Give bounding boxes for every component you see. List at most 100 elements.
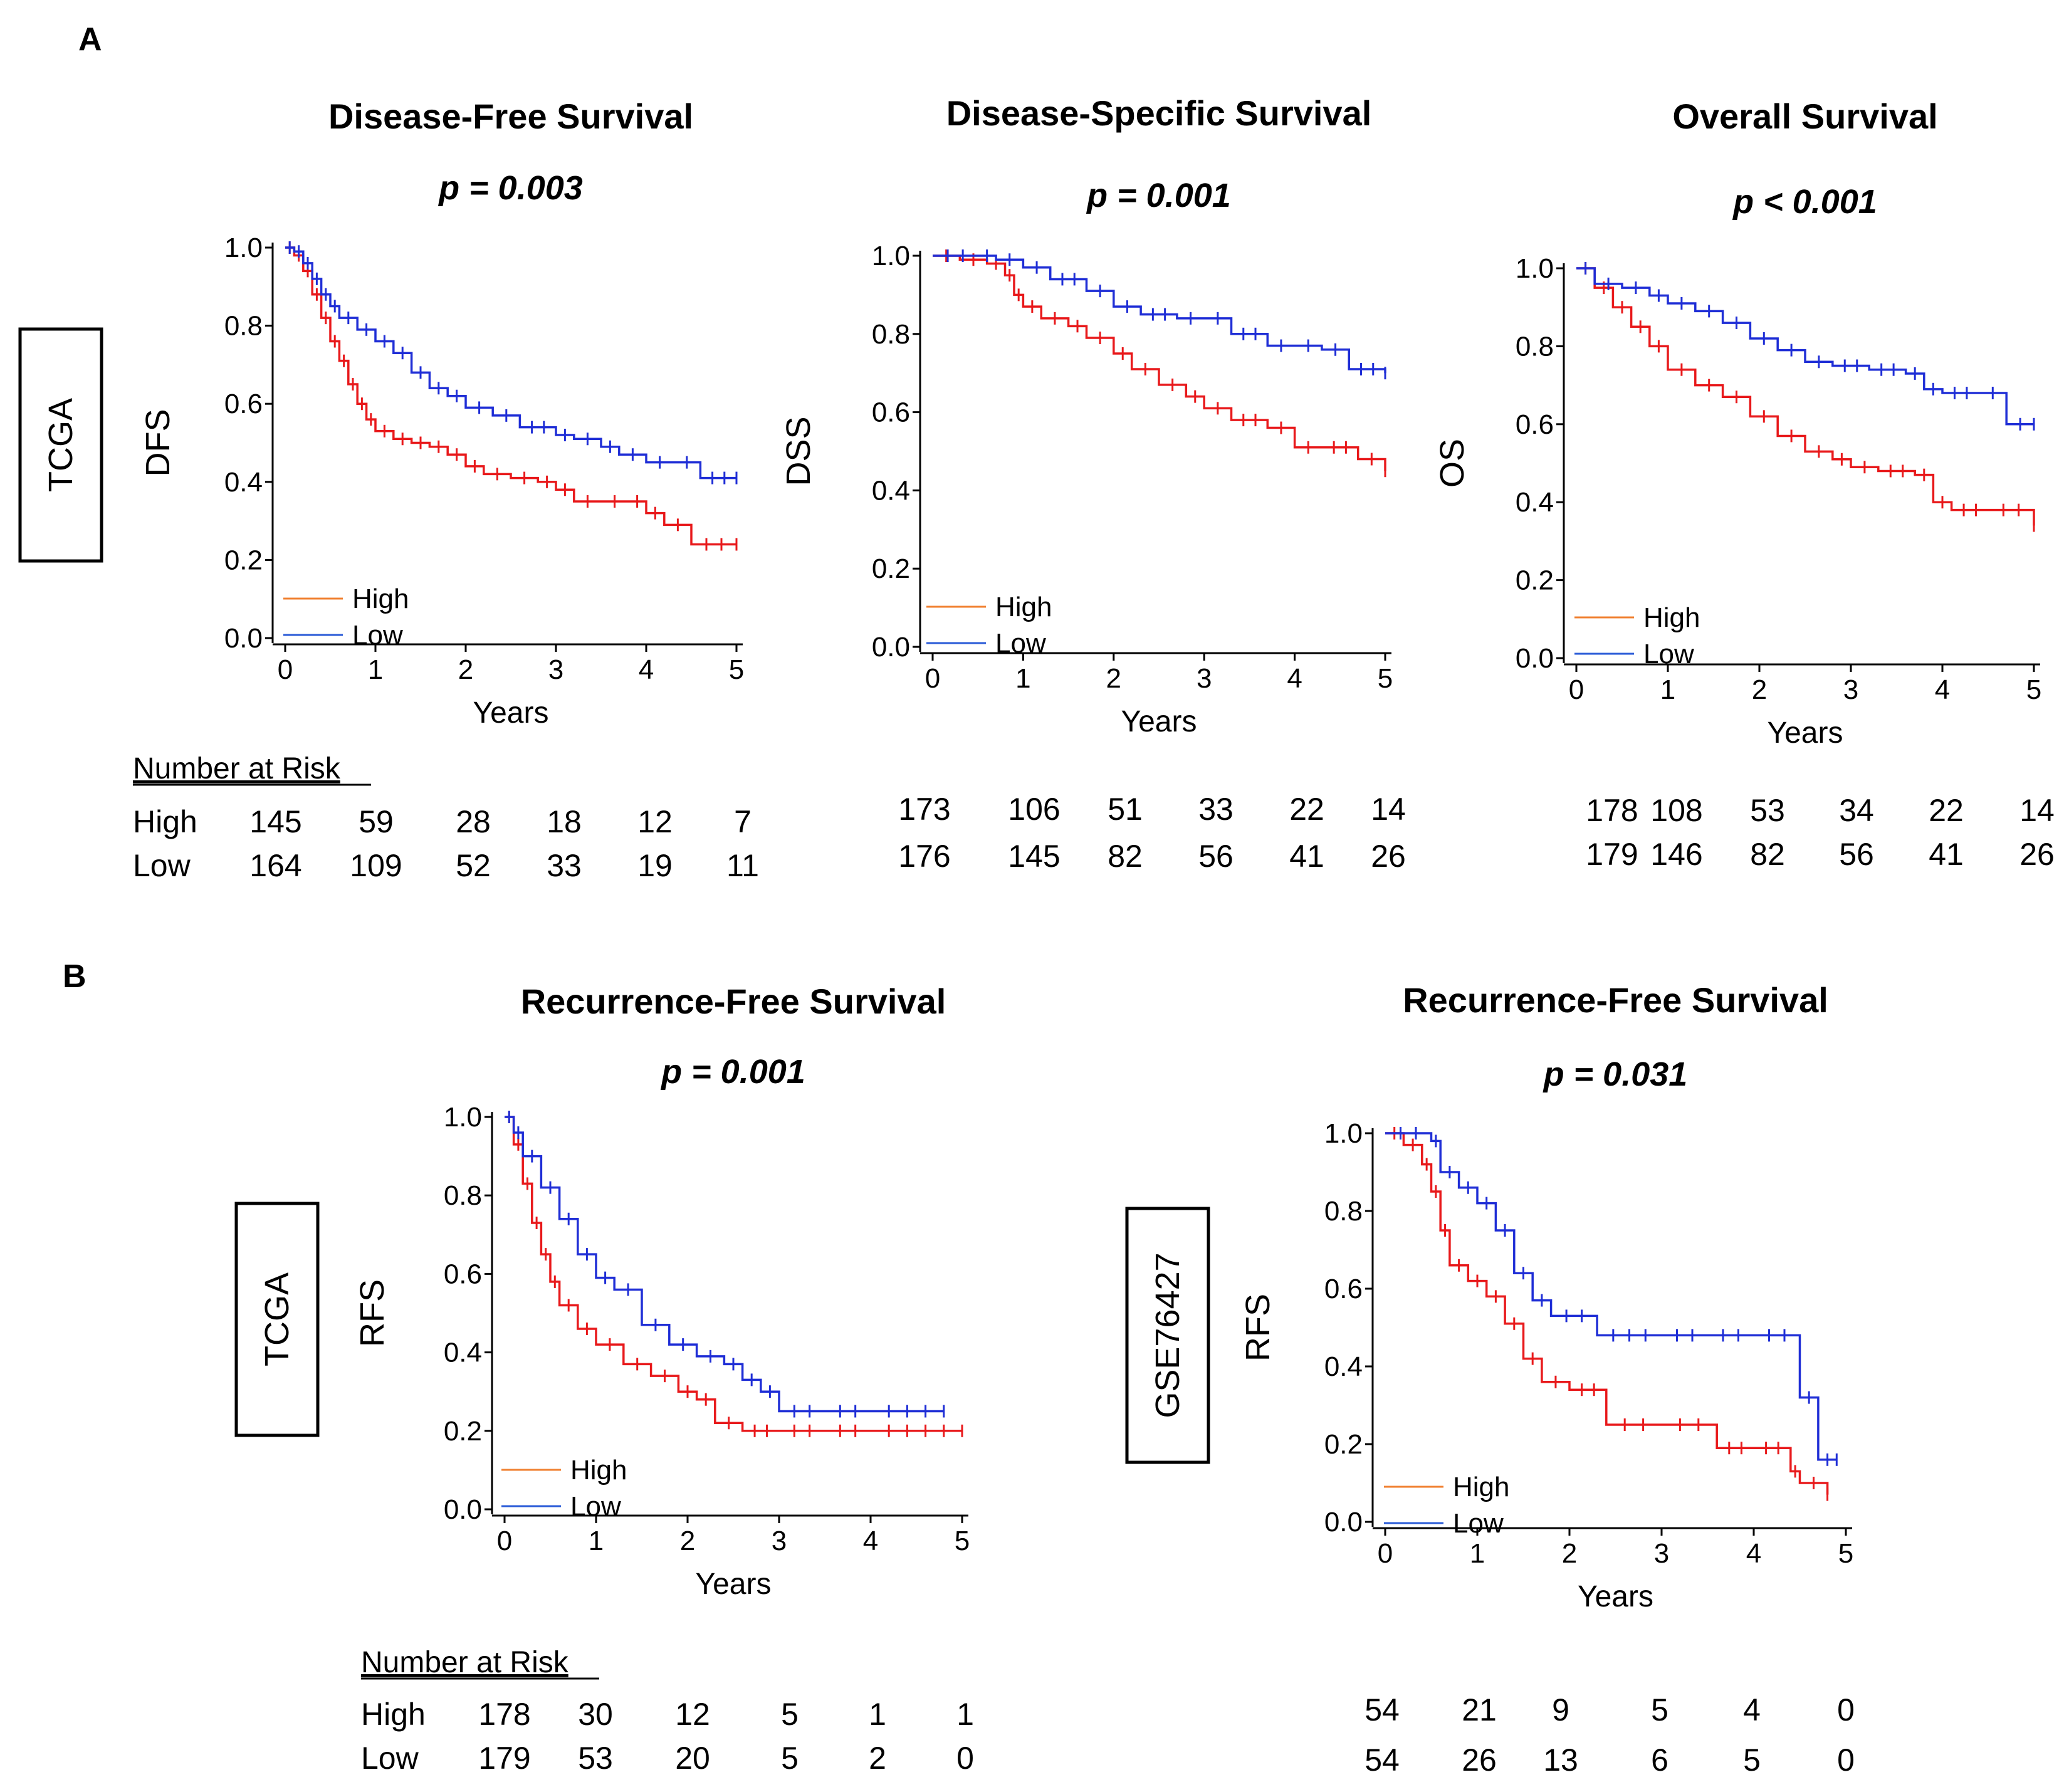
y-tick-label: 0.0 [1324,1507,1363,1538]
km-curve-low [1576,267,2034,426]
risk-cell: 5 [1743,1742,1761,1778]
x-tick-label: 1 [1660,674,1675,705]
chart-title: Overall Survival [1672,97,1937,136]
x-tick-label: 0 [1378,1538,1393,1569]
risk-table: 173 106 51 33 22 14 176 145 82 56 41 26 [898,792,1406,874]
risk-cell: 18 [547,804,582,839]
risk-cell: 26 [1371,839,1406,874]
risk-cell: 51 [1108,792,1143,827]
risk-cell: 6 [1651,1742,1668,1778]
risk-cell: 109 [350,848,402,883]
risk-cell: 178 [1586,793,1638,828]
x-tick-label: 4 [1935,674,1950,705]
legend: High Low [1384,1472,1510,1539]
risk-cell: 178 [478,1697,530,1732]
section-label-b: B [63,958,86,995]
risk-cell: 146 [1650,837,1702,872]
risk-cell: 173 [898,792,950,827]
risk-cell: 176 [898,839,950,874]
risk-cell: 52 [456,848,491,883]
risk-cell: 53 [1750,793,1785,828]
y-tick-label: 0.2 [444,1416,482,1447]
censor-marks-low [1584,262,2035,431]
y-tick-label: 0.6 [1516,409,1554,440]
risk-cell: 54 [1364,1742,1400,1778]
risk-table: 54 21 9 5 4 054 26 13 6 5 0 [1364,1692,1855,1778]
risk-cell: 53 [578,1741,613,1776]
y-tick-label: 0.2 [224,545,263,575]
risk-cell: 4 [1743,1692,1761,1727]
risk-table-header: Number at Risk [133,752,341,785]
legend-label-high: High [1643,602,1700,633]
risk-cell: 59 [359,804,394,839]
km-curve-low [1385,1132,1837,1461]
legend-label-low: Low [570,1491,621,1522]
risk-cell: 0 [1837,1742,1855,1778]
km-curve-low [933,254,1386,374]
km-curve-high [933,254,1386,471]
risk-cell: 14 [1371,792,1406,827]
risk-cell: 41 [1289,839,1324,874]
km-curve-high [1576,267,2035,526]
y-tick-label: 0.2 [1324,1429,1363,1460]
y-tick-label: 0.8 [872,319,910,350]
risk-cell: 56 [1839,837,1874,872]
km-chart-2: Disease-Specific Survival p = 0.001 0.0 0.2… [780,93,1406,874]
km-curve-high [1385,1132,1829,1495]
x-tick-label: 2 [1752,674,1767,705]
risk-row-label: Low [361,1741,419,1776]
risk-cell: 22 [1929,793,1964,828]
p-value: p < 0.001 [1732,183,1877,221]
km-chart-3: Overall Survival p < 0.001 0.0 0.2 0.4 0.6 0.8… [1433,97,2055,872]
censor-marks-low [288,241,738,485]
risk-cell: 56 [1198,839,1234,874]
legend: High Low [501,1455,627,1522]
cohort-label: TCGA [42,398,80,492]
y-tick-label: 0.0 [444,1494,482,1525]
risk-cell: 106 [1008,792,1060,827]
p-value: p = 0.031 [1543,1056,1688,1093]
risk-cell: 21 [1462,1692,1497,1727]
y-tick-label: 1.0 [1516,253,1554,284]
y-axis-label: DFS [139,409,177,477]
risk-row-label: High [133,804,197,839]
cohort-label: GSE76427 [1149,1252,1186,1418]
x-tick-label: 5 [729,654,744,685]
censor-marks-low [508,1111,945,1418]
chart-title: Recurrence-Free Survival [1403,980,1828,1020]
x-axis-label: Years [473,696,549,730]
y-tick-label: 0.6 [444,1259,482,1289]
section-label-a: A [78,21,102,58]
risk-table-header: Number at Risk [361,1646,569,1679]
legend-label-high: High [352,584,409,614]
y-tick-label: 0.8 [444,1180,482,1211]
risk-row-label: Low [133,848,191,883]
km-curve-high [505,1116,962,1432]
y-tick-label: 0.4 [1324,1351,1363,1382]
p-value: p = 0.001 [1086,177,1231,214]
risk-cell: 12 [637,804,673,839]
legend: High Low [1574,602,1700,669]
x-tick-label: 1 [1470,1538,1485,1569]
y-tick-label: 0.0 [872,632,910,663]
legend-label-high: High [570,1455,627,1485]
censor-marks-high [1393,1127,1829,1501]
risk-cell: 54 [1364,1692,1400,1727]
x-tick-label: 2 [680,1526,695,1556]
risk-cell: 41 [1929,837,1964,872]
x-tick-label: 2 [458,654,473,685]
x-tick-label: 3 [1843,674,1858,705]
risk-cell: 5 [781,1741,799,1776]
x-tick-label: 5 [955,1526,970,1556]
x-tick-label: 3 [1197,663,1212,694]
risk-cell: 14 [2019,793,2055,828]
y-tick-label: 0.8 [1324,1196,1363,1227]
risk-cell: 34 [1839,793,1874,828]
y-tick-label: 0.4 [872,475,910,506]
x-tick-label: 2 [1562,1538,1577,1569]
x-tick-label: 0 [497,1526,512,1556]
x-tick-label: 4 [863,1526,878,1556]
censor-marks-high [508,1111,963,1437]
km-curve-low [285,246,736,479]
